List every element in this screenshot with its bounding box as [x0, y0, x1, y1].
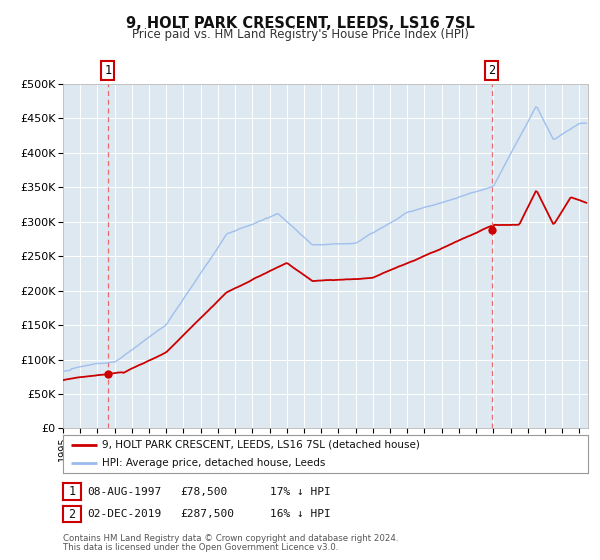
Text: 17% ↓ HPI: 17% ↓ HPI: [270, 487, 331, 497]
Text: 2: 2: [488, 64, 496, 77]
Text: £287,500: £287,500: [180, 509, 234, 519]
Text: 9, HOLT PARK CRESCENT, LEEDS, LS16 7SL: 9, HOLT PARK CRESCENT, LEEDS, LS16 7SL: [125, 16, 475, 31]
Text: 02-DEC-2019: 02-DEC-2019: [87, 509, 161, 519]
Text: Price paid vs. HM Land Registry's House Price Index (HPI): Price paid vs. HM Land Registry's House …: [131, 28, 469, 41]
Text: 08-AUG-1997: 08-AUG-1997: [87, 487, 161, 497]
Text: 2: 2: [68, 507, 76, 521]
Text: 1: 1: [68, 485, 76, 498]
Text: This data is licensed under the Open Government Licence v3.0.: This data is licensed under the Open Gov…: [63, 543, 338, 552]
Text: 9, HOLT PARK CRESCENT, LEEDS, LS16 7SL (detached house): 9, HOLT PARK CRESCENT, LEEDS, LS16 7SL (…: [103, 440, 420, 450]
Text: £78,500: £78,500: [180, 487, 227, 497]
Text: HPI: Average price, detached house, Leeds: HPI: Average price, detached house, Leed…: [103, 458, 326, 468]
Text: 1: 1: [104, 64, 112, 77]
Text: Contains HM Land Registry data © Crown copyright and database right 2024.: Contains HM Land Registry data © Crown c…: [63, 534, 398, 543]
Text: 16% ↓ HPI: 16% ↓ HPI: [270, 509, 331, 519]
